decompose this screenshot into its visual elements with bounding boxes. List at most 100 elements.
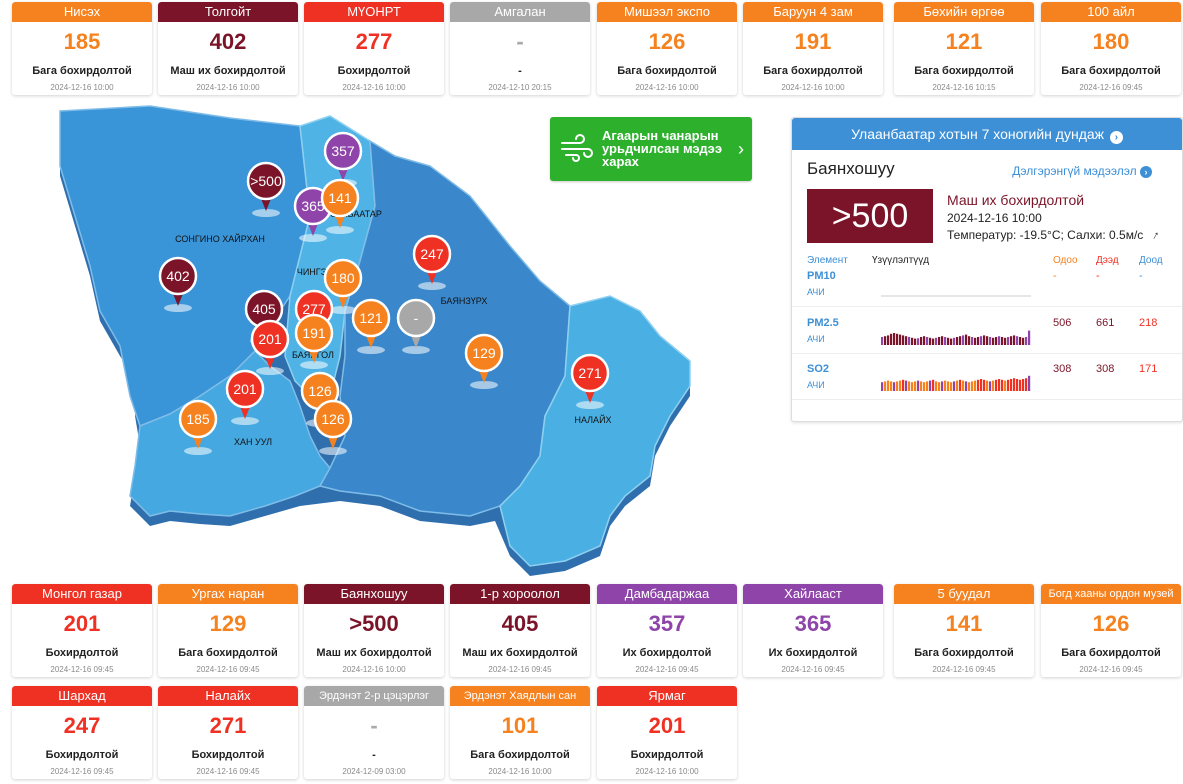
station-card[interactable]: Дамбадаржаа 357 Их бохирдолтой 2024-12-16 0… <box>597 584 737 677</box>
sparkline-bar <box>1013 378 1016 391</box>
pin-value: 365 <box>301 198 325 214</box>
sparkline-bar <box>989 381 992 391</box>
sparkline-bar <box>950 338 953 345</box>
map-pin[interactable]: 141 <box>320 178 360 234</box>
more-info-link[interactable]: Дэлгэрэнгүй мэдээлэл › <box>1012 164 1152 178</box>
pin-circle <box>464 333 504 373</box>
station-card[interactable]: Богд хааны ордон музей 126 Бага бохирдолто… <box>1041 584 1181 677</box>
district-label-bayanzurkh: БАЯНЗҮРХ <box>441 296 488 306</box>
district-map-svg: СОНГИНО ХАЙРХАН ХАН УУЛ БАЯНЗҮРХ НАЛАЙХ … <box>59 105 691 576</box>
station-name: 5 буудал <box>894 584 1034 604</box>
station-name: Мишээл экспо <box>597 2 737 22</box>
station-card[interactable]: Нисэх 185 Бага бохирдолтой 2024-12-16 10:00 <box>12 2 152 95</box>
sparkline-bar <box>914 338 917 345</box>
pollutant-sub: АЧИ <box>807 287 825 297</box>
map-pin[interactable]: 201 <box>225 369 265 425</box>
map-pin[interactable]: 402 <box>158 256 198 312</box>
sparkline-bar <box>941 336 944 345</box>
station-card[interactable]: Мишээл экспо 126 Бага бохирдолтой 2024-12-1… <box>597 2 737 95</box>
sparkline-bar <box>1022 337 1025 345</box>
row-divider <box>792 353 1182 354</box>
sparkline-bar <box>995 337 998 345</box>
map-pin[interactable]: 191 <box>294 313 334 369</box>
station-level: Бохирдолтой <box>45 647 119 659</box>
station-name: Налайх <box>158 686 298 706</box>
station-card[interactable]: Налайх 271 Бохирдолтой 2024-12-16 09:45 <box>158 686 298 779</box>
map-pin[interactable]: 126 <box>313 399 353 455</box>
map-pin[interactable]: >500 <box>246 161 286 217</box>
station-aqi: >500 <box>349 611 399 636</box>
station-card[interactable]: 100 айл 180 Бага бохирдолтой 2024-12-16 09:… <box>1041 2 1181 95</box>
pin-circle <box>396 298 436 338</box>
station-card[interactable]: Толгойт 402 Маш их бохирдолтой 2024-12-16 1… <box>158 2 298 95</box>
sparkline-bar <box>1016 336 1019 345</box>
sparkline-bar <box>962 335 965 345</box>
district-nalaikh[interactable] <box>499 295 691 567</box>
sparkline-bar <box>899 334 902 345</box>
city-map[interactable]: СОНГИНО ХАЙРХАН ХАН УУЛ БАЯНЗҮРХ НАЛАЙХ … <box>0 96 790 582</box>
pin-shadow <box>164 304 192 312</box>
station-level: Бага бохирдолтой <box>914 647 1014 659</box>
station-level: Бага бохирдолтой <box>763 65 863 77</box>
pollutant-name: SO2 <box>807 363 830 375</box>
sparkline-bar <box>917 380 920 391</box>
map-pin[interactable]: 201 <box>250 319 290 375</box>
sparkline-bar <box>965 334 968 345</box>
station-time: 2024-12-16 09:45 <box>932 665 996 674</box>
station-aqi: 277 <box>355 29 393 54</box>
pollutant-min: - <box>1139 270 1143 282</box>
pollutant-min: 218 <box>1139 317 1158 329</box>
pin-circle <box>178 399 218 439</box>
map-pin[interactable]: 129 <box>464 333 504 389</box>
station-name: Монгол газар <box>12 584 152 604</box>
station-card[interactable]: Ярмаг 201 Бохирдолтой 2024-12-16 10:00 <box>597 686 737 779</box>
weekly-average-panel: Улаанбаатар хотын 7 хоногийн дундаж › Ба… <box>791 117 1183 422</box>
station-card[interactable]: Эрдэнэт 2-р цэцэрлэг - - 2024-12-09 03:00 <box>304 686 444 779</box>
sparkline-bar <box>896 381 899 391</box>
station-card[interactable]: 5 буудал 141 Бага бохирдолтой 2024-12-16 09… <box>894 584 1034 677</box>
station-time: 2024-12-16 09:45 <box>488 665 552 674</box>
sparkline-bar <box>944 337 947 345</box>
sparkline <box>881 375 1031 391</box>
forecast-button[interactable]: Агаарын чанарын урьдчилсан мэдээ харах › <box>550 117 752 181</box>
map-pin[interactable]: 180 <box>323 258 363 314</box>
sparkline-bar <box>980 379 983 391</box>
sparkline-bar <box>881 337 884 345</box>
sparkline-bar <box>902 379 905 391</box>
sparkline-bar <box>944 380 947 391</box>
pin-value: 126 <box>308 383 332 399</box>
map-pin[interactable]: 271 <box>570 353 610 409</box>
sparkline-bar <box>887 335 890 345</box>
station-card[interactable]: 1-р хороолол 405 Маш их бохирдолтой 2024-12… <box>450 584 590 677</box>
station-card[interactable]: Амгалан - - 2024-12-10 20:15 <box>450 2 590 95</box>
map-pin[interactable]: 121 <box>351 298 391 354</box>
pin-value: 201 <box>233 381 257 397</box>
sparkline-bar <box>911 337 914 345</box>
station-card[interactable]: Хайлааст 365 Их бохирдолтой 2024-12-16 09:4… <box>743 584 883 677</box>
map-pin[interactable]: 185 <box>178 399 218 455</box>
station-time: 2024-12-09 03:00 <box>342 767 406 776</box>
station-card[interactable]: Монгол газар 201 Бохирдолтой 2024-12-16 09:… <box>12 584 152 677</box>
station-card[interactable]: Бөхийн өргөө 121 Бага бохирдолтой 2024-12-1… <box>894 2 1034 95</box>
header-now: Одоо <box>1053 255 1078 266</box>
map-pin[interactable]: 247 <box>412 234 452 290</box>
wind-direction-icon: ↑ <box>1149 227 1162 243</box>
pin-value: - <box>414 310 419 326</box>
station-name: Эрдэнэт Хаядлын сан <box>450 686 590 706</box>
row-divider <box>792 306 1182 307</box>
station-card[interactable]: Баруун 4 зам 191 Бага бохирдолтой 2024-12-1… <box>743 2 883 95</box>
panel-title-bar[interactable]: Улаанбаатар хотын 7 хоногийн дундаж › <box>792 118 1182 150</box>
district-bayanzurkh[interactable] <box>318 139 571 517</box>
sparkline-bar <box>926 337 929 345</box>
station-card[interactable]: Шархад 247 Бохирдолтой 2024-12-16 09:45 <box>12 686 152 779</box>
pin-shadow <box>576 401 604 409</box>
station-card[interactable]: Эрдэнэт Хаядлын сан 101 Бага бохирдолтой 20… <box>450 686 590 779</box>
station-card[interactable]: Ургах наран 129 Бага бохирдолтой 2024-12-16… <box>158 584 298 677</box>
sparkline-bar <box>953 337 956 345</box>
station-card[interactable]: МҮОНРТ 277 Бохирдолтой 2024-12-16 10:00 <box>304 2 444 95</box>
sparkline-bar <box>983 335 986 345</box>
station-card[interactable]: Баянхошуу >500 Маш их бохирдолтой 2024-12-1… <box>304 584 444 677</box>
station-name: Амгалан <box>450 2 590 22</box>
map-pin[interactable]: - <box>396 298 436 354</box>
pin-value: 121 <box>359 310 383 326</box>
